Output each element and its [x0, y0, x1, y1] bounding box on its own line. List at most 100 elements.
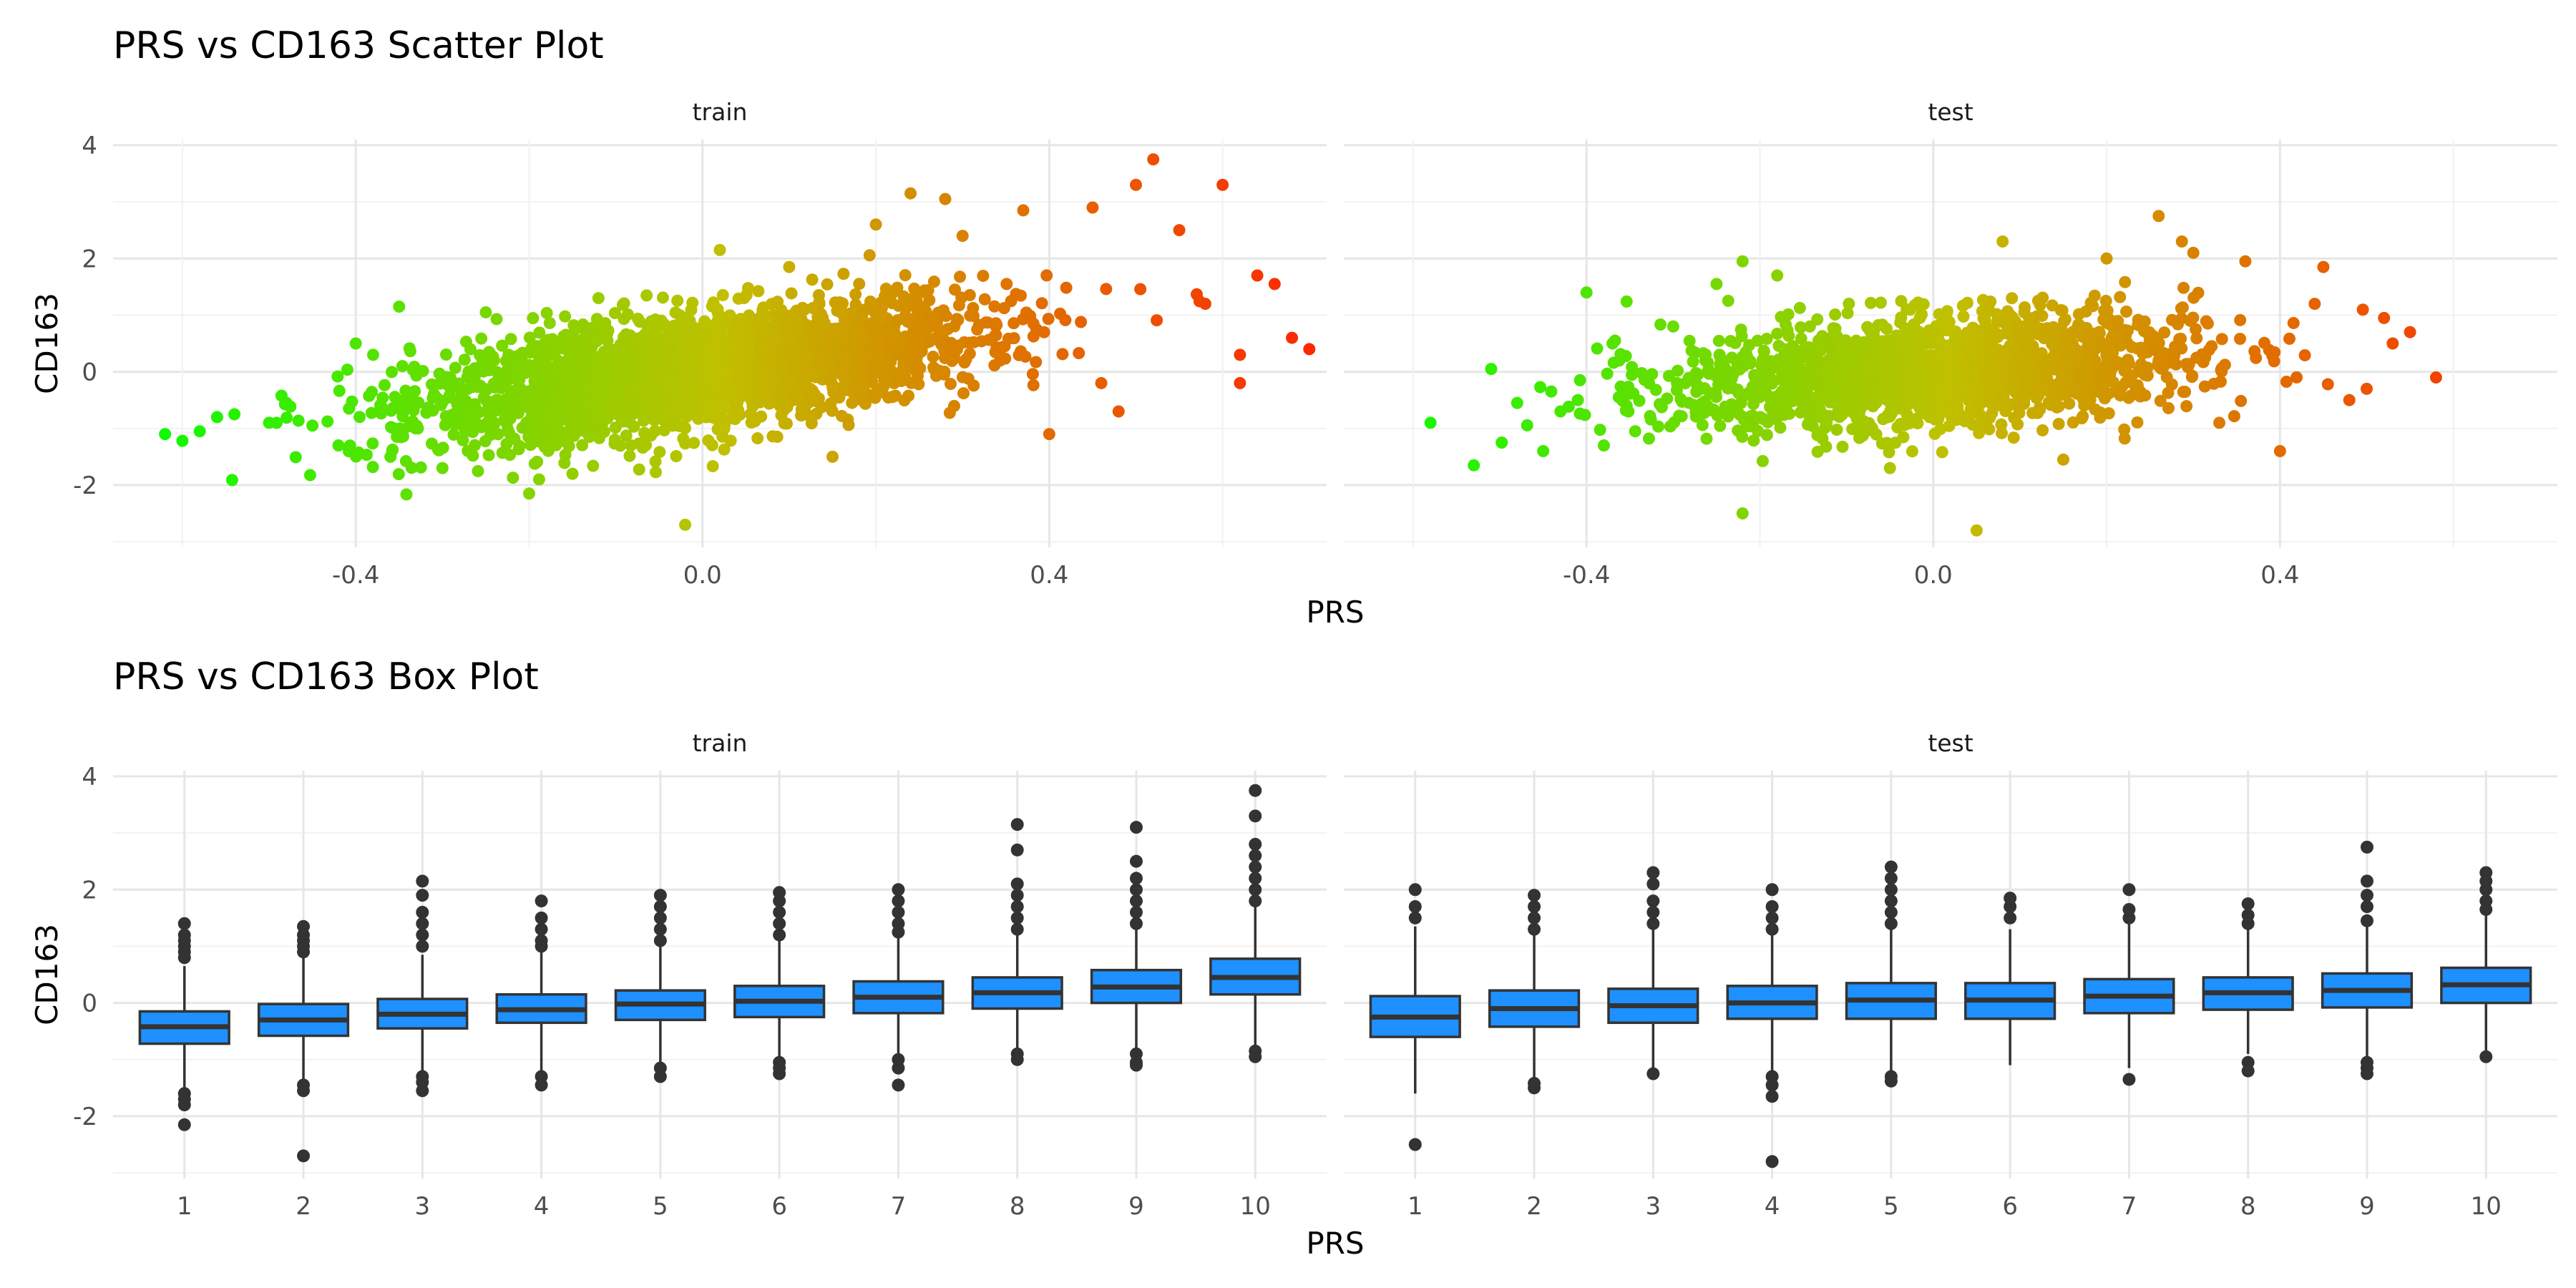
scatter-point — [1736, 255, 1749, 268]
scatter-point — [716, 288, 729, 301]
scatter-point — [1711, 409, 1724, 422]
scatter-strip-train: train — [693, 98, 748, 126]
scatter-point — [957, 387, 970, 400]
scatter-point — [809, 332, 822, 345]
scatter-point — [1736, 507, 1749, 519]
box-outlier — [2360, 840, 2373, 854]
scatter-point — [1796, 373, 1809, 386]
scatter-point — [718, 419, 731, 431]
box-outlier — [535, 934, 548, 947]
scatter-point — [779, 321, 791, 333]
scatter-point — [2360, 382, 2373, 395]
scatter-point — [2077, 376, 2089, 389]
box-outlier — [773, 905, 786, 919]
scatter-point — [1765, 355, 1777, 368]
scatter-point — [436, 441, 449, 454]
scatter-point — [2027, 326, 2040, 339]
box-x-axis-label: PRS — [1306, 1226, 1364, 1261]
scatter-point — [927, 275, 940, 288]
scatter-point — [427, 388, 440, 401]
scatter-point — [2122, 369, 2135, 382]
scatter-point — [824, 397, 837, 410]
box-outlier — [653, 922, 667, 936]
scatter-point — [2059, 348, 2072, 361]
scatter-point — [1735, 323, 1747, 336]
scatter-point — [1912, 325, 1925, 338]
scatter-point — [679, 421, 692, 434]
scatter-point — [2201, 317, 2214, 330]
scatter-point — [809, 318, 821, 331]
scatter-point — [2122, 391, 2135, 404]
box-y-tick-label: 0 — [82, 990, 97, 1018]
scatter-point — [1936, 446, 1948, 459]
box-outlier — [416, 889, 429, 902]
scatter-point — [1043, 428, 1055, 441]
box-outlier — [2360, 874, 2373, 888]
scatter-point — [1973, 426, 1986, 439]
scatter-point — [2268, 355, 2280, 368]
scatter-point — [1830, 330, 1843, 343]
scatter-point — [2233, 332, 2246, 345]
scatter-point — [2185, 371, 2198, 384]
scatter-y-tick-label: -2 — [73, 472, 97, 500]
scatter-point — [967, 336, 980, 348]
scatter-point — [482, 449, 495, 462]
scatter-point — [542, 410, 555, 423]
box-outlier — [1129, 1058, 1143, 1072]
scatter-point — [988, 359, 1001, 372]
scatter-point — [853, 278, 866, 291]
scatter-point — [439, 419, 452, 431]
box-outlier — [2479, 866, 2493, 879]
scatter-point — [1027, 379, 1040, 391]
scatter-point — [664, 345, 677, 358]
scatter-point — [702, 353, 715, 366]
scatter-point — [2007, 431, 2020, 444]
scatter-point — [2143, 335, 2156, 348]
box-outlier — [1010, 900, 1024, 913]
box-outlier — [1765, 883, 1779, 897]
scatter-point — [541, 349, 554, 362]
box-outlier — [773, 928, 786, 942]
scatter-point — [1545, 385, 1558, 398]
box-outlier — [2479, 894, 2493, 908]
scatter-point — [176, 434, 189, 447]
scatter-point — [775, 409, 788, 421]
scatter-point — [447, 428, 460, 441]
scatter-point — [751, 358, 764, 371]
scatter-point — [1812, 396, 1825, 409]
scatter-point — [601, 334, 614, 347]
scatter-point — [1736, 430, 1749, 443]
scatter-point — [839, 376, 852, 389]
scatter-point — [831, 304, 844, 317]
scatter-point — [2177, 281, 2190, 294]
box-x-tick-label: 7 — [2122, 1192, 2137, 1221]
scatter-point — [469, 362, 482, 375]
scatter-point — [2041, 371, 2054, 384]
scatter-point — [826, 450, 839, 463]
scatter-point — [1059, 313, 1072, 326]
scatter-point — [487, 377, 500, 390]
scatter-point — [742, 340, 755, 353]
scatter-point — [512, 443, 525, 456]
scatter-point — [2008, 411, 2021, 424]
box-outlier — [1408, 911, 1422, 924]
scatter-point — [2228, 410, 2240, 423]
scatter-point — [1751, 334, 1764, 347]
scatter-point — [159, 428, 172, 441]
scatter-point — [1234, 348, 1246, 361]
scatter-point — [952, 339, 965, 352]
scatter-point — [1712, 334, 1725, 347]
scatter-point — [439, 348, 452, 361]
box-outlier — [1528, 922, 1541, 936]
scatter-point — [1821, 369, 1834, 382]
box-outlier — [653, 889, 667, 902]
scatter-point — [1040, 269, 1053, 282]
scatter-point — [349, 337, 362, 350]
scatter-point — [462, 419, 475, 431]
scatter-point — [657, 364, 670, 376]
box-x-tick-label: 8 — [2240, 1192, 2256, 1221]
scatter-point — [531, 455, 544, 468]
scatter-point — [889, 370, 902, 383]
scatter-point — [1646, 368, 1659, 381]
scatter-point — [1757, 345, 1770, 358]
